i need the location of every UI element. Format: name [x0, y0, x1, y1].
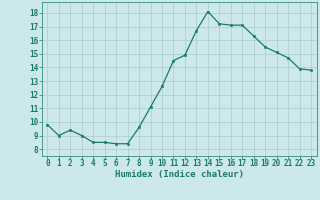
X-axis label: Humidex (Indice chaleur): Humidex (Indice chaleur) [115, 170, 244, 179]
